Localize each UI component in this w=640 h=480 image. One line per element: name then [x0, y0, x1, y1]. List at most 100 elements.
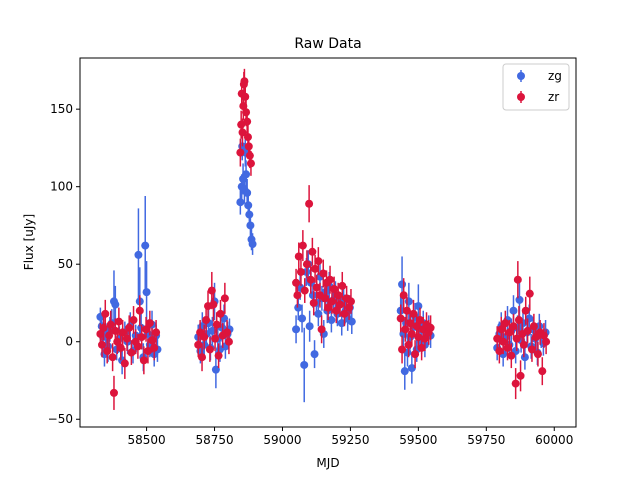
- data-point-zr: [243, 133, 252, 142]
- data-point-zr: [152, 328, 161, 337]
- data-point-zr: [292, 278, 301, 287]
- data-point-zg: [314, 309, 323, 318]
- data-point-zr: [101, 309, 110, 318]
- data-point-zr: [198, 353, 207, 362]
- data-point-zg: [294, 303, 303, 312]
- data-point-zr: [214, 351, 223, 360]
- chart-title: Raw Data: [294, 36, 361, 52]
- data-point-zr: [523, 326, 532, 335]
- data-point-zr: [407, 329, 416, 338]
- data-point-zr: [293, 291, 302, 300]
- data-point-zr: [302, 260, 311, 269]
- data-point-zr: [330, 285, 339, 294]
- data-point-zr: [243, 117, 252, 126]
- data-point-zr: [114, 317, 123, 326]
- data-point-zr: [306, 275, 315, 284]
- data-point-zr: [401, 325, 410, 334]
- data-point-zr: [409, 309, 418, 318]
- data-point-zg: [404, 297, 413, 306]
- data-point-zg: [327, 316, 336, 325]
- legend-label-zr: zr: [548, 90, 559, 104]
- data-point-zr: [296, 267, 305, 276]
- data-point-zg: [515, 295, 524, 304]
- data-point-zr: [334, 291, 343, 300]
- data-point-zr: [118, 328, 127, 337]
- y-tick-label: 50: [58, 257, 73, 271]
- data-point-zr: [300, 286, 309, 295]
- data-point-zr: [150, 343, 159, 352]
- x-tick-label: 59000: [263, 433, 301, 447]
- data-point-zg: [244, 201, 253, 210]
- data-point-zr: [238, 128, 247, 137]
- data-point-zr: [426, 323, 435, 332]
- data-point-zr: [538, 367, 547, 376]
- data-point-zr: [116, 343, 125, 352]
- y-tick-label: −50: [48, 412, 73, 426]
- y-tick-label: 0: [65, 335, 73, 349]
- data-point-zr: [246, 159, 255, 168]
- data-point-zr: [109, 388, 118, 397]
- data-point-zr: [312, 283, 321, 292]
- data-point-zg: [246, 221, 255, 230]
- legend: zg zr: [502, 63, 570, 111]
- data-point-zr: [308, 247, 317, 256]
- data-point-zr: [211, 334, 220, 343]
- data-point-zr: [326, 275, 335, 284]
- data-point-zr: [314, 257, 323, 266]
- data-point-zg: [300, 360, 309, 369]
- data-point-zr: [513, 275, 522, 284]
- data-point-zr: [120, 359, 129, 368]
- data-point-zr: [212, 320, 221, 329]
- data-point-zr: [127, 348, 136, 357]
- data-point-zr: [240, 77, 249, 86]
- data-point-zr: [415, 316, 424, 325]
- data-point-zr: [106, 320, 115, 329]
- data-point-zr: [509, 322, 518, 331]
- data-point-zr: [209, 300, 218, 309]
- data-point-zg: [243, 188, 252, 197]
- data-point-zg: [407, 364, 416, 373]
- data-point-zr: [245, 151, 254, 160]
- data-point-zr: [346, 297, 355, 306]
- data-point-zr: [511, 379, 520, 388]
- data-point-zr: [525, 289, 534, 298]
- data-point-zr: [108, 353, 117, 362]
- data-point-zg: [509, 306, 518, 315]
- data-point-zg: [305, 322, 314, 331]
- data-point-zr: [143, 347, 152, 356]
- data-point-zr: [205, 345, 214, 354]
- data-point-zr: [396, 314, 405, 323]
- data-point-zr: [242, 108, 251, 117]
- data-point-zr: [503, 343, 512, 352]
- data-point-zg: [141, 241, 150, 250]
- data-point-zr: [145, 319, 154, 328]
- data-point-zg: [520, 353, 529, 362]
- data-point-zg: [248, 240, 257, 249]
- data-point-zr: [244, 142, 253, 151]
- data-point-zr: [499, 337, 508, 346]
- data-point-zr: [200, 333, 209, 342]
- data-point-zr: [514, 316, 523, 325]
- data-point-zr: [236, 148, 245, 157]
- data-point-zr: [336, 300, 345, 309]
- series-zr: [96, 68, 551, 410]
- legend-label-zg: zg: [548, 69, 562, 83]
- data-point-zr: [220, 294, 229, 303]
- data-point-zr: [542, 337, 551, 346]
- data-point-zr: [516, 371, 525, 380]
- data-point-zr: [340, 309, 349, 318]
- data-point-zg: [400, 367, 409, 376]
- data-point-zg: [398, 280, 407, 289]
- data-point-zr: [398, 345, 407, 354]
- legend-entry-zg: zg: [517, 69, 562, 83]
- data-point-zr: [411, 350, 420, 359]
- x-axis-label: MJD: [316, 456, 339, 470]
- data-point-zr: [338, 281, 347, 290]
- data-point-zr: [527, 345, 536, 354]
- data-point-zr: [507, 351, 516, 360]
- data-point-zr: [417, 343, 426, 352]
- data-point-zr: [529, 322, 538, 331]
- data-point-zg: [298, 314, 307, 323]
- data-point-zr: [207, 286, 216, 295]
- x-tick-label: 58500: [127, 433, 165, 447]
